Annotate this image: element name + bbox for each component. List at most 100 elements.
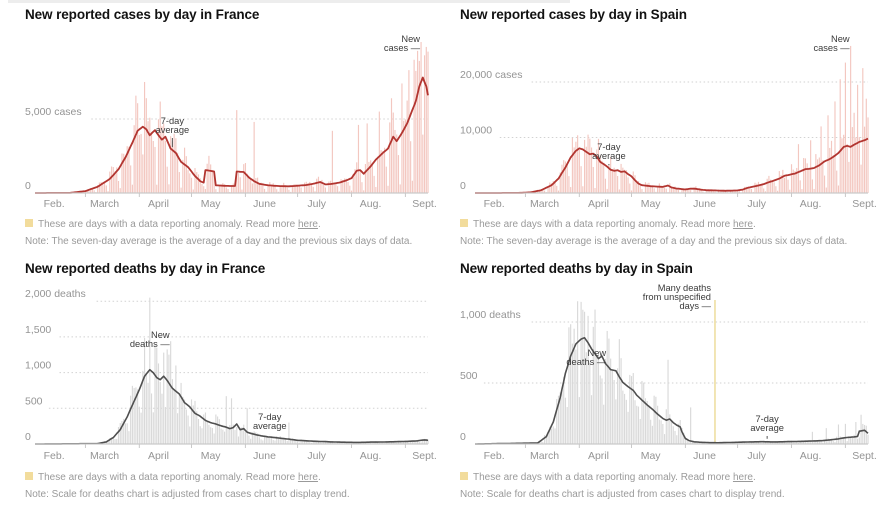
annotation-text: New <box>831 34 850 44</box>
month-label: May <box>201 198 222 210</box>
anomaly-legend-text: These are days with a data reporting ano… <box>473 219 733 230</box>
anomaly-legend-france-deaths: These are days with a data reporting ano… <box>25 472 321 483</box>
y-axis-label: 500 <box>460 370 478 382</box>
note-spain-deaths: Note: Scale for deaths chart is adjusted… <box>460 489 785 500</box>
seven-day-average-line <box>35 368 429 445</box>
y-axis-label: 1,500 <box>25 324 51 336</box>
chart-france-deaths: 2,000 deaths 1,500 1,000 500 0 Feb. March April… <box>25 288 437 462</box>
month-label: July <box>307 198 326 210</box>
anomaly-swatch-icon <box>460 219 468 227</box>
month-label: March <box>90 450 119 462</box>
read-more-link[interactable]: here <box>732 219 753 230</box>
page-top-strip <box>8 0 570 3</box>
annotation-text: Many deaths <box>658 283 712 293</box>
annotation-text: average <box>592 151 626 161</box>
chart-title-france-cases: New reported cases by day in France <box>25 7 260 22</box>
chart-title-spain-cases: New reported cases by day in Spain <box>460 7 687 22</box>
daily-bars <box>507 301 869 444</box>
annotation-text: cases — <box>384 43 421 53</box>
y-axis-label: 20,000 cases <box>460 69 522 81</box>
month-label: Aug. <box>360 198 382 210</box>
daily-bars <box>524 45 869 193</box>
month-label: July <box>307 450 326 462</box>
y-axis-label: 1,000 deaths <box>460 309 521 321</box>
y-axis-label: 5,000 cases <box>25 106 82 118</box>
y-axis-label: 0 <box>460 180 466 192</box>
seven-day-average-line <box>35 76 429 194</box>
annotation-text: 7-day <box>258 412 282 422</box>
annotation-text: average <box>750 423 784 433</box>
month-label: Aug. <box>800 198 822 210</box>
month-label: Sept. <box>852 450 877 462</box>
annotation-text: 7-day <box>597 142 621 152</box>
annotation-text: cases — <box>813 43 850 53</box>
month-label: Aug. <box>360 450 382 462</box>
annotation-text: New <box>401 34 420 44</box>
month-label: Aug. <box>800 450 822 462</box>
read-more-link[interactable]: here <box>732 472 753 483</box>
anomaly-swatch-icon <box>460 472 468 480</box>
month-label: April <box>148 450 169 462</box>
month-label: Sept. <box>412 198 437 210</box>
chart-title-france-deaths: New reported deaths by day in France <box>25 261 266 276</box>
note-france-deaths: Note: Scale for deaths chart is adjusted… <box>25 489 350 500</box>
month-label: May <box>641 198 662 210</box>
month-label: May <box>201 450 222 462</box>
daily-bars <box>72 42 429 194</box>
chart-spain-cases: 20,000 cases 10,000 0 Feb. March April May June… <box>460 34 877 210</box>
chart-france-cases: 5,000 cases 0 Feb. March April May June July Aug… <box>25 34 437 210</box>
y-axis-label: 10,000 <box>460 125 492 137</box>
month-label: Sept. <box>852 198 877 210</box>
month-label: Feb. <box>44 450 65 462</box>
month-label: March <box>90 198 119 210</box>
chart-spain-deaths: 1,000 deaths 500 0 Feb. March April May June Jul… <box>460 283 877 462</box>
month-label: March <box>530 198 559 210</box>
chart-title-spain-deaths: New reported deaths by day in Spain <box>460 261 693 276</box>
annotation-text: deaths — <box>566 357 606 367</box>
y-axis-label: 2,000 deaths <box>25 288 86 300</box>
anomaly-legend-spain-deaths: These are days with a data reporting ano… <box>460 472 756 483</box>
annotation-text: 7-day <box>756 414 780 424</box>
annotation-text: from unspecified <box>643 292 711 302</box>
month-label: May <box>641 450 662 462</box>
anomaly-legend-text: These are days with a data reporting ano… <box>473 472 733 483</box>
y-axis-label: 0 <box>25 180 31 192</box>
annotation-text: New <box>151 330 170 340</box>
month-label: Feb. <box>484 198 505 210</box>
seven-day-average-line <box>475 337 869 445</box>
y-axis-label: 1,000 <box>25 360 51 372</box>
month-label: Feb. <box>484 450 505 462</box>
anomaly-legend-period: . <box>317 472 321 483</box>
month-label: April <box>588 450 609 462</box>
annotation-text: average <box>156 125 190 135</box>
seven-day-average-line <box>475 137 869 194</box>
anomaly-legend-period: . <box>752 472 756 483</box>
annotation-text: 7-day <box>161 116 185 126</box>
anomaly-swatch-icon <box>25 472 33 480</box>
annotation-text: New <box>588 348 607 358</box>
y-axis-label: 0 <box>25 431 31 443</box>
anomaly-legend-text: These are days with a data reporting ano… <box>38 472 298 483</box>
month-label: June <box>253 450 276 462</box>
read-more-link[interactable]: here <box>297 219 318 230</box>
month-label: Sept. <box>412 450 437 462</box>
anomaly-legend-period: . <box>752 219 756 230</box>
month-label: July <box>747 198 766 210</box>
y-axis-label: 500 <box>25 395 43 407</box>
month-label: April <box>588 198 609 210</box>
anomaly-legend-spain-cases: These are days with a data reporting ano… <box>460 219 756 230</box>
note-france-cases: Note: The seven-day average is the avera… <box>25 236 413 247</box>
annotation-text: average <box>253 421 287 431</box>
month-label: March <box>530 450 559 462</box>
note-spain-cases: Note: The seven-day average is the avera… <box>460 236 848 247</box>
y-axis-label: 0 <box>460 431 466 443</box>
annotation-text: deaths — <box>130 339 170 349</box>
daily-bars <box>98 297 429 444</box>
anomaly-legend-text: These are days with a data reporting ano… <box>38 219 298 230</box>
read-more-link[interactable]: here <box>297 472 318 483</box>
month-label: Feb. <box>44 198 65 210</box>
anomaly-legend-france-cases: These are days with a data reporting ano… <box>25 219 321 230</box>
month-label: June <box>253 198 276 210</box>
